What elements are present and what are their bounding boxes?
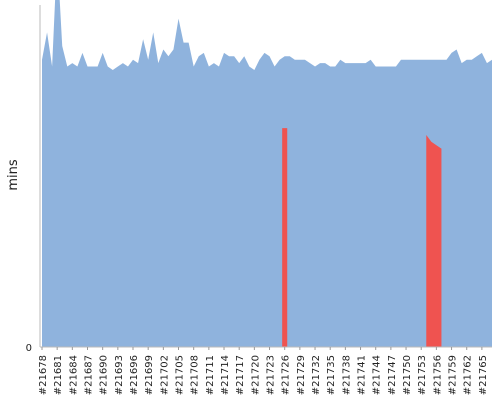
x-tick-label: #21747 [387,355,398,395]
x-tick-label: #21759 [448,355,459,395]
x-tick-label: #21723 [266,355,277,395]
x-tick-label: #21696 [129,355,140,395]
x-tick-label: #21732 [311,355,322,395]
x-tick-label: #21729 [296,355,307,395]
x-tick-label: #21744 [372,355,383,395]
x-tick-label: #21714 [220,355,231,395]
x-tick-label: #21726 [281,355,292,395]
x-tick-label: #21681 [53,355,64,395]
x-tick-label: #21699 [144,355,155,395]
y-axis-title: mins [6,159,21,191]
area-series-highlight-2-0 [426,134,442,347]
area-series-main [42,0,492,347]
x-tick-label: #21711 [205,355,216,395]
x-tick-label: #21678 [38,355,49,395]
x-tick-label: #21741 [357,355,368,395]
x-tick-label: #21765 [478,355,489,395]
y-tick-label: 0 [26,343,32,354]
x-tick-label: #21690 [99,355,110,395]
x-tick-label: #21720 [250,355,261,395]
x-tick-label: #21756 [432,355,443,395]
x-tick-label: #21687 [84,355,95,395]
x-tick-label: #21702 [159,355,170,395]
x-tick-label: #21738 [341,355,352,395]
x-tick-labels: #21678 #21681 #21684 #21687 #21690 #21693 #216… [38,347,489,395]
x-tick-label: #21693 [114,355,125,395]
x-tick-label: #21708 [190,355,201,395]
area-series-highlight-1-0 [282,128,288,347]
x-tick-label: #21684 [68,355,79,395]
x-tick-label: #21735 [326,355,337,395]
x-tick-label: #21753 [417,355,428,395]
x-tick-label: #21750 [402,355,413,395]
plot-area [42,0,492,347]
x-tick-label: #21762 [463,355,474,395]
x-tick-label: #21717 [235,355,246,395]
x-tick-label: #21705 [175,355,186,395]
